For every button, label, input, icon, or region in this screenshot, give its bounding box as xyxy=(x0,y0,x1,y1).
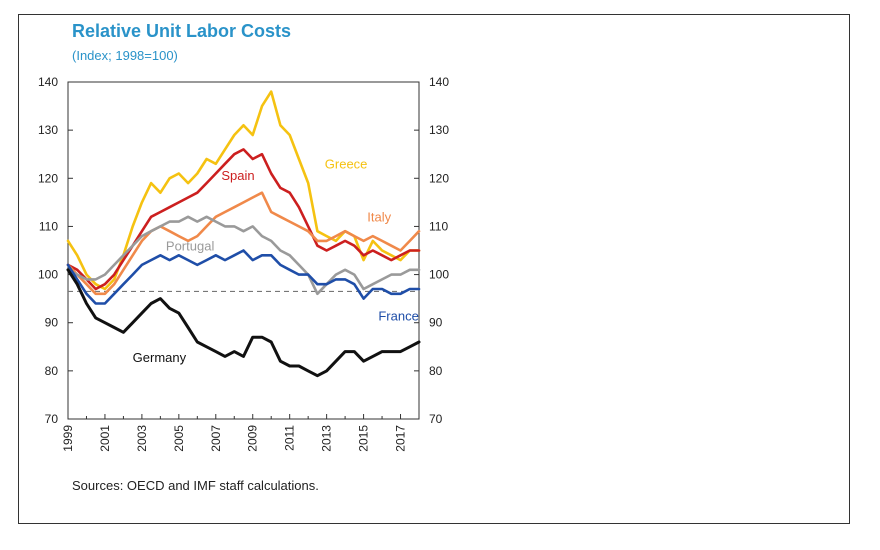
x-tick-label: 2013 xyxy=(320,425,334,452)
y-tick-label-left: 70 xyxy=(45,412,59,426)
x-tick-label: 2009 xyxy=(246,425,260,452)
y-tick-label-left: 80 xyxy=(45,364,59,378)
x-tick-label: 2015 xyxy=(357,425,371,452)
series-line-portugal xyxy=(66,215,421,296)
x-tick-label: 2011 xyxy=(283,425,297,451)
y-tick-label-right: 70 xyxy=(429,412,443,426)
y-tick-label-right: 120 xyxy=(429,171,449,185)
series-label-portugal: Portugal xyxy=(166,239,215,254)
y-tick-label-left: 100 xyxy=(38,268,58,282)
chart-source: Sources: OECD and IMF staff calculations… xyxy=(72,478,319,493)
y-tick-label-left: 90 xyxy=(45,316,59,330)
x-tick-label: 2017 xyxy=(394,425,408,452)
series-line-spain xyxy=(66,148,421,291)
series-label-spain: Spain xyxy=(221,168,254,183)
y-tick-label-right: 140 xyxy=(429,75,449,89)
chart-frame xyxy=(18,14,850,524)
series-label-germany: Germany xyxy=(133,350,187,365)
series-label-france: France xyxy=(378,308,418,323)
y-tick-label-left: 140 xyxy=(38,75,58,89)
chart-title: Relative Unit Labor Costs xyxy=(72,21,292,41)
chart-subtitle: (Index; 1998=100) xyxy=(72,48,178,63)
y-tick-label-left: 110 xyxy=(39,219,58,233)
y-tick-label-right: 100 xyxy=(429,268,449,282)
x-tick-label: 2007 xyxy=(209,425,223,452)
series-line-france xyxy=(66,249,421,305)
x-tick-label: 1999 xyxy=(61,425,75,452)
series-label-greece: Greece xyxy=(325,157,368,172)
y-tick-label-right: 80 xyxy=(429,364,443,378)
y-tick-label-left: 120 xyxy=(38,171,58,185)
x-tick-label: 2001 xyxy=(98,425,112,452)
y-tick-label-right: 90 xyxy=(429,316,443,330)
series-label-italy: Italy xyxy=(367,210,391,225)
x-tick-label: 2005 xyxy=(172,425,186,452)
series-line-italy xyxy=(66,191,421,296)
y-tick-label-left: 130 xyxy=(38,123,58,137)
x-tick-label: 2003 xyxy=(135,425,149,452)
y-tick-label-right: 110 xyxy=(429,219,448,233)
y-tick-label-right: 130 xyxy=(429,123,449,137)
series-line-germany xyxy=(66,268,421,378)
